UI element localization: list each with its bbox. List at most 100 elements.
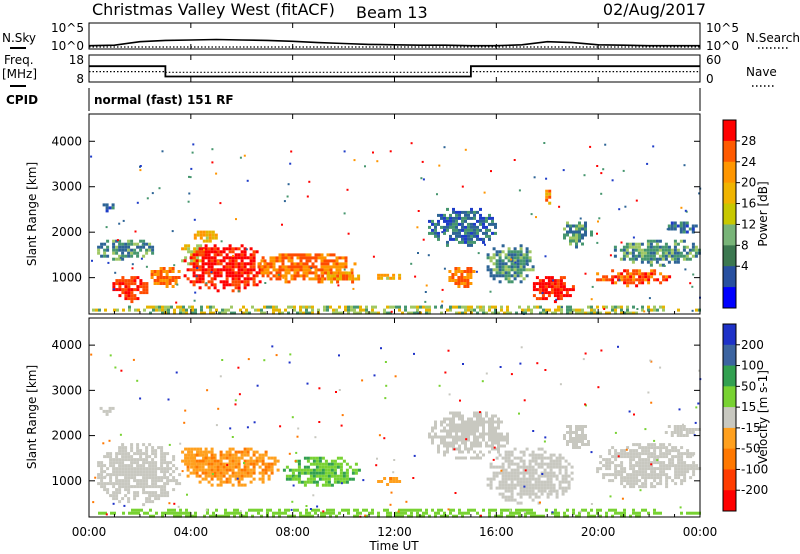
heatmap-cell xyxy=(222,247,226,251)
heatmap-cell xyxy=(470,243,473,247)
heatmap-cell xyxy=(103,254,107,258)
heatmap-cell xyxy=(572,233,575,237)
heatmap-speckle xyxy=(436,193,438,196)
heatmap-cell xyxy=(634,254,638,258)
heatmap-cell xyxy=(461,222,464,226)
heatmap-cell xyxy=(467,308,470,312)
heatmap-speckle xyxy=(544,369,547,371)
heatmap-cell xyxy=(261,274,265,278)
heatmap-cell xyxy=(204,456,208,460)
heatmap-speckle xyxy=(412,477,415,479)
heatmap-cell xyxy=(196,256,200,260)
heatmap-cell xyxy=(338,262,342,266)
heatmap-cell xyxy=(231,259,235,263)
heatmap-cell xyxy=(182,511,185,515)
heatmap-cell xyxy=(124,291,128,295)
heatmap-cell xyxy=(495,274,499,278)
heatmap-cell xyxy=(525,247,529,251)
heatmap-cell xyxy=(501,259,505,263)
heatmap-cell xyxy=(566,224,569,228)
heatmap-cell xyxy=(503,444,506,448)
heatmap-cell xyxy=(210,474,214,478)
heatmap-cell xyxy=(431,231,434,235)
heatmap-cell xyxy=(175,479,179,483)
heatmap-cell xyxy=(556,285,560,289)
heatmap-cell xyxy=(272,265,276,269)
heatmap-cell xyxy=(476,219,479,223)
heatmap-cell xyxy=(485,414,488,418)
heatmap-speckle xyxy=(140,257,143,260)
heatmap-cell xyxy=(516,265,520,269)
heatmap-cell xyxy=(133,294,137,298)
heatmap-cell xyxy=(668,461,672,465)
heatmap-cell xyxy=(108,406,112,410)
heatmap-cell xyxy=(674,482,678,486)
heatmap-cell xyxy=(614,467,618,471)
heatmap-cell xyxy=(124,288,128,292)
heatmap-cell xyxy=(587,511,590,515)
heatmap-cell xyxy=(155,308,158,312)
heatmap-speckle xyxy=(424,300,427,303)
heatmap-cell xyxy=(296,262,300,266)
heatmap-cell xyxy=(210,483,214,487)
heatmap-cell xyxy=(452,207,455,211)
heatmap-cell xyxy=(156,279,160,282)
heatmap-cell xyxy=(136,242,140,246)
heatmap-speckle xyxy=(318,387,321,390)
heatmap-cell xyxy=(386,483,390,486)
heatmap-cell xyxy=(668,464,672,468)
heatmap-cell xyxy=(312,456,316,460)
heatmap-cell xyxy=(545,195,549,199)
colorbar-tick-label: 20 xyxy=(741,176,756,190)
heatmap-cell xyxy=(263,311,266,315)
heatmap-cell xyxy=(510,453,514,457)
heatmap-cell xyxy=(103,248,107,252)
heatmap-speckle xyxy=(352,287,355,290)
noise-tick-bottom-right: 10^0 xyxy=(706,39,739,53)
heatmap-cell xyxy=(145,470,149,474)
heatmap-speckle xyxy=(449,307,452,310)
heatmap-cell xyxy=(507,471,511,475)
heatmap-cell xyxy=(216,247,220,251)
heatmap-cell xyxy=(494,311,497,315)
heatmap-cell xyxy=(315,459,319,463)
heatmap-cell xyxy=(452,411,455,415)
heatmap-cell xyxy=(655,242,659,246)
heatmap-cell xyxy=(683,476,687,480)
heatmap-cell xyxy=(488,420,491,424)
heatmap-cell xyxy=(213,268,217,272)
heatmap-cell xyxy=(137,508,140,512)
heatmap-cell xyxy=(151,449,155,453)
heatmap-speckle xyxy=(390,310,393,313)
heatmap-cell xyxy=(537,456,541,460)
colorbar-swatch xyxy=(723,365,736,387)
heatmap-cell xyxy=(398,514,401,518)
heatmap-cell xyxy=(683,473,687,477)
heatmap-cell xyxy=(124,294,128,298)
heatmap-cell xyxy=(656,461,660,465)
heatmap-cell xyxy=(629,473,633,477)
heatmap-cell xyxy=(518,305,521,309)
heatmap-cell xyxy=(222,468,226,472)
heatmap-cell xyxy=(492,277,496,281)
heatmap-cell xyxy=(494,231,497,235)
heatmap-cell xyxy=(688,428,692,431)
heatmap-cell xyxy=(148,242,152,246)
colorbar-swatch xyxy=(723,287,736,309)
heatmap-cell xyxy=(266,508,269,512)
heatmap-cell xyxy=(293,308,296,312)
heatmap-cell xyxy=(572,511,575,515)
heatmap-cell xyxy=(243,286,247,290)
heatmap-cell xyxy=(578,446,581,449)
heatmap-cell xyxy=(446,243,449,247)
heatmap-cell xyxy=(566,443,569,446)
heatmap-cell xyxy=(482,225,485,229)
heatmap-cell xyxy=(242,514,245,518)
heatmap-cell xyxy=(335,268,339,272)
heatmap-cell xyxy=(692,470,696,474)
heatmap-cell xyxy=(243,453,247,457)
heatmap-cell xyxy=(345,471,349,475)
heatmap-cell xyxy=(596,311,599,315)
heatmap-cell xyxy=(489,477,493,481)
heatmap-cell xyxy=(317,268,321,272)
